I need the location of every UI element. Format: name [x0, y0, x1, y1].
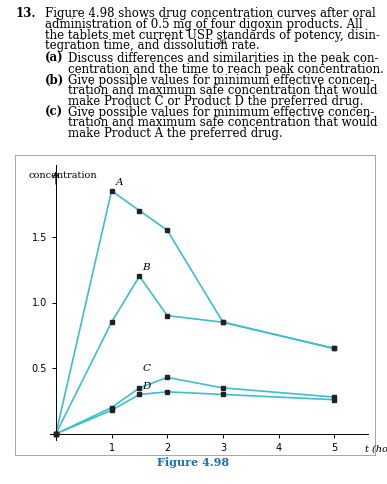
Text: (c): (c) — [45, 106, 63, 119]
Text: Give possible values for minimum effective concen-: Give possible values for minimum effecti… — [68, 106, 374, 119]
Text: tration and maximum safe concentration that would: tration and maximum safe concentration t… — [68, 116, 377, 129]
Text: t (hours): t (hours) — [365, 444, 387, 454]
Text: the tablets met current USP standards of potency, disin-: the tablets met current USP standards of… — [45, 29, 379, 42]
Text: (a): (a) — [45, 52, 63, 65]
Text: tegration time, and dissolution rate.: tegration time, and dissolution rate. — [45, 39, 259, 52]
Text: centration and the time to reach peak concentration.: centration and the time to reach peak co… — [68, 63, 384, 76]
Text: make Product A the preferred drug.: make Product A the preferred drug. — [68, 127, 283, 140]
Text: Discuss differences and similarities in the peak con-: Discuss differences and similarities in … — [68, 52, 378, 65]
Text: make Product C or Product D the preferred drug.: make Product C or Product D the preferre… — [68, 95, 363, 108]
Text: D: D — [142, 381, 151, 391]
Text: Figure 4.98: Figure 4.98 — [158, 457, 229, 469]
Text: 13.: 13. — [15, 7, 36, 20]
Text: 26: 26 — [217, 38, 227, 46]
Text: administration of 0.5 mg of four digoxin products. All: administration of 0.5 mg of four digoxin… — [45, 18, 362, 31]
Text: C: C — [142, 364, 150, 374]
Text: A: A — [116, 178, 123, 187]
Text: tration and maximum safe concentration that would: tration and maximum safe concentration t… — [68, 84, 377, 97]
Text: Give possible values for minimum effective concen-: Give possible values for minimum effecti… — [68, 74, 374, 87]
Text: (b): (b) — [45, 74, 64, 87]
Text: concentration: concentration — [28, 171, 97, 180]
Text: B: B — [142, 263, 150, 272]
Text: Figure 4.98 shows drug concentration curves after oral: Figure 4.98 shows drug concentration cur… — [45, 7, 375, 20]
